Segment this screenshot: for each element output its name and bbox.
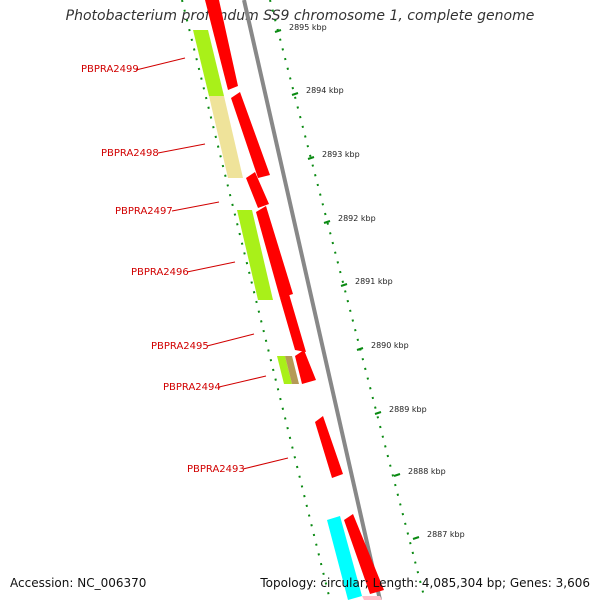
gene-track[interactable]	[193, 0, 384, 600]
topology-text: Topology: circular; Length: 4,085,304 bp…	[260, 576, 590, 590]
tick-label: 2894 kbp	[306, 86, 344, 95]
gene-leader-line	[171, 201, 220, 212]
tick-label: 2889 kbp	[389, 405, 427, 414]
tick-mark	[340, 283, 348, 287]
gene-block-lime[interactable]	[277, 356, 292, 384]
gene-arrow[interactable]	[205, 0, 238, 90]
gene-leader-line	[242, 457, 289, 470]
tick-mark	[323, 220, 331, 224]
gene-leader-line	[218, 375, 267, 388]
gene-label-pbpra2499[interactable]: PBPRA2499	[81, 64, 139, 75]
tick-mark	[393, 473, 401, 477]
gene-leader-line	[135, 57, 186, 71]
gene-arrow[interactable]	[344, 514, 384, 594]
gene-block-lime[interactable]	[237, 210, 273, 300]
map-title: Photobacterium profundum SS9 chromosome …	[65, 8, 535, 24]
gene-label-pbpra2493[interactable]: PBPRA2493	[187, 464, 245, 475]
tick-mark	[274, 29, 282, 33]
gene-leader-line	[206, 333, 255, 347]
tick-label: 2887 kbp	[427, 530, 465, 539]
gene-block-cyan[interactable]	[327, 516, 362, 600]
tick-label: 2890 kbp	[371, 341, 409, 350]
tick-label: 2891 kbp	[355, 277, 393, 286]
sequence-backbone	[242, 0, 382, 600]
tick-label: 2893 kbp	[322, 150, 360, 159]
tick-mark	[356, 347, 364, 351]
gene-leader-line	[186, 261, 236, 273]
tick-label: 2892 kbp	[338, 214, 376, 223]
gene-block-pink[interactable]	[362, 596, 382, 600]
gene-label-pbpra2497[interactable]: PBPRA2497	[115, 206, 173, 217]
tick-mark	[412, 536, 420, 540]
tick-mark	[307, 156, 315, 160]
outer-dotted-ring	[269, 0, 426, 600]
accession-text: Accession: NC_006370	[10, 576, 147, 590]
gene-arrow[interactable]	[280, 294, 306, 352]
gene-arrow[interactable]	[246, 172, 269, 208]
tick-label: 2888 kbp	[408, 467, 446, 476]
gene-arrow[interactable]	[256, 206, 293, 298]
gene-arrow[interactable]	[231, 92, 270, 178]
gene-block-khaki[interactable]	[209, 96, 243, 178]
gene-label-pbpra2496[interactable]: PBPRA2496	[131, 267, 189, 278]
gene-label-pbpra2498[interactable]: PBPRA2498	[101, 148, 159, 159]
gene-label-pbpra2495[interactable]: PBPRA2495	[151, 341, 209, 352]
gene-arrow[interactable]	[315, 416, 343, 478]
tick-mark	[374, 411, 382, 415]
tick-mark	[291, 92, 299, 96]
gene-leader-line	[157, 143, 206, 154]
gene-label-pbpra2494[interactable]: PBPRA2494	[163, 382, 221, 393]
gene-arrow[interactable]	[295, 350, 316, 384]
tick-label: 2895 kbp	[289, 23, 327, 32]
gene-block-olive[interactable]	[285, 356, 299, 384]
gene-block-lime[interactable]	[193, 30, 224, 96]
